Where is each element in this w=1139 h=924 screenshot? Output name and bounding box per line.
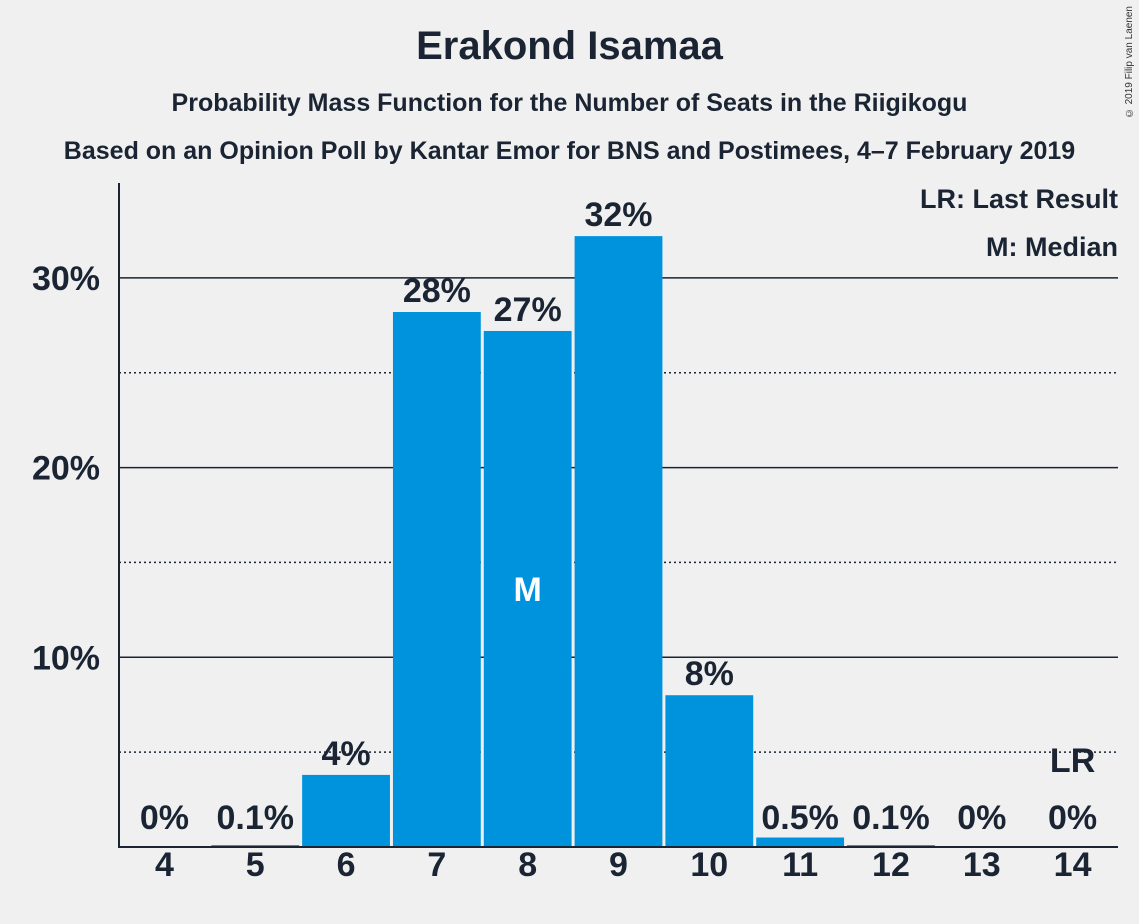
bar-value-label: 4% xyxy=(321,735,370,773)
chart-title: Erakond Isamaa xyxy=(416,24,723,68)
x-tick-label: 10 xyxy=(690,846,728,884)
x-tick-label: 13 xyxy=(963,846,1001,884)
x-tick-label: 7 xyxy=(427,846,446,884)
bar-seats-8 xyxy=(483,330,572,847)
bar-seats-11 xyxy=(756,837,845,847)
bar-value-label: 8% xyxy=(685,655,734,693)
chart-subtitle: Probability Mass Function for the Number… xyxy=(171,89,968,117)
x-tick-label: 5 xyxy=(246,846,265,884)
x-tick-label: 4 xyxy=(155,846,174,884)
bar-seats-10 xyxy=(665,695,754,847)
legend-entry: M: Median xyxy=(986,232,1118,262)
x-tick-label: 11 xyxy=(782,846,818,884)
bar-seats-6 xyxy=(302,774,390,847)
bar-value-label: 27% xyxy=(494,291,562,329)
y-tick-label: 30% xyxy=(32,260,100,298)
legend-entry: LR: Last Result xyxy=(920,184,1118,214)
bar-seats-9 xyxy=(574,236,663,847)
bar-value-label: 0.5% xyxy=(761,799,839,837)
chart-source-subtitle: Based on an Opinion Poll by Kantar Emor … xyxy=(63,137,1076,165)
last-result-marker: LR xyxy=(1050,742,1095,780)
x-tick-label: 12 xyxy=(872,846,910,884)
x-tick-label: 8 xyxy=(518,846,537,884)
legend-background xyxy=(915,182,1120,216)
bar-value-label: 28% xyxy=(403,272,471,310)
bar-value-label: 0% xyxy=(140,799,189,837)
legend-background xyxy=(982,230,1120,264)
x-tick-label: 14 xyxy=(1054,846,1092,884)
bar-value-label: 0% xyxy=(1048,799,1097,837)
bar-value-label: 0.1% xyxy=(852,799,930,837)
x-tick-label: 9 xyxy=(609,846,628,884)
median-marker: M xyxy=(514,571,542,609)
y-tick-label: 20% xyxy=(32,450,100,488)
y-tick-label: 10% xyxy=(32,639,100,677)
bar-value-label: 32% xyxy=(584,196,652,234)
bar-value-label: 0.1% xyxy=(216,799,294,837)
bar-value-label: 0% xyxy=(957,799,1006,837)
x-tick-label: 6 xyxy=(337,846,356,884)
bar-seats-7 xyxy=(392,312,481,847)
